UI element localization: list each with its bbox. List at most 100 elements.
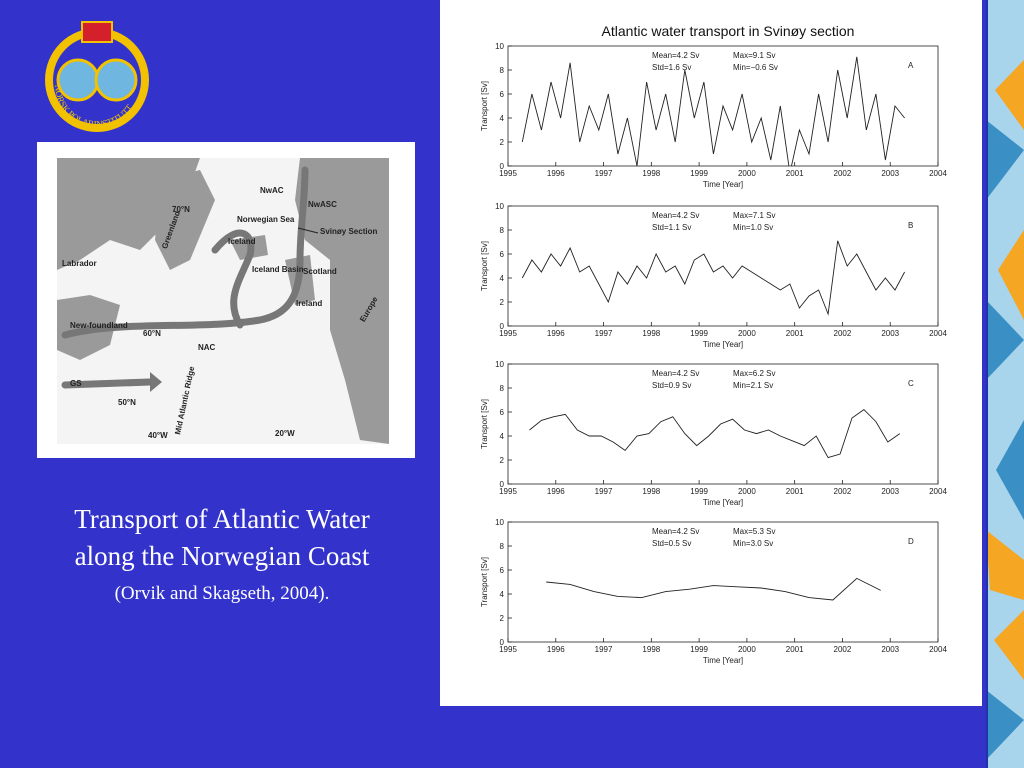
y-tick-label: 6: [500, 90, 505, 99]
panel-label: A: [908, 61, 914, 70]
map-label: 40°W: [148, 431, 168, 440]
caption-line: (Orvik and Skagseth, 2004).: [115, 583, 330, 604]
x-tick-label: 2002: [834, 169, 852, 178]
map-label: NwASC: [308, 200, 337, 209]
x-axis-label: Time [Year]: [703, 180, 743, 189]
series-line: [529, 409, 901, 459]
logo: NORSK POLARINSTITUTT: [45, 21, 149, 132]
stat-annotation: Mean=4.2 Sv: [652, 51, 699, 60]
y-tick-label: 10: [495, 42, 504, 51]
y-tick-label: 2: [500, 298, 505, 307]
y-tick-label: 4: [500, 432, 505, 441]
x-tick-label: 2000: [738, 169, 756, 178]
y-axis-label: Transport [Sv]: [480, 557, 489, 607]
x-tick-label: 1995: [499, 169, 517, 178]
x-tick-label: 1998: [642, 645, 660, 654]
y-tick-label: 10: [495, 518, 504, 527]
series-line: [521, 56, 905, 166]
map: NwAC NwASC Norwegian Sea Svinøy Section …: [37, 142, 415, 458]
map-label: Norwegian Sea: [237, 215, 295, 224]
x-tick-label: 2000: [738, 487, 756, 496]
map-label: 60°N: [143, 329, 161, 338]
x-tick-label: 2002: [834, 329, 852, 338]
plot-frame: [507, 521, 939, 643]
y-tick-label: 0: [500, 162, 505, 171]
map-label: Scotland: [303, 267, 337, 276]
panel-label: B: [908, 221, 913, 230]
x-axis-label: Time [Year]: [703, 656, 743, 665]
panel-label: D: [908, 537, 914, 546]
x-tick-label: 2000: [738, 329, 756, 338]
y-axis-label: Transport [Sv]: [480, 81, 489, 131]
series-line: [521, 240, 905, 316]
x-tick-label: 2003: [881, 329, 899, 338]
y-tick-label: 8: [500, 384, 505, 393]
x-tick-label: 2003: [881, 169, 899, 178]
map-label: 20°W: [275, 429, 295, 438]
y-tick-label: 10: [495, 360, 504, 369]
stat-annotation: Mean=4.2 Sv: [652, 369, 699, 378]
figure-panel: [440, 0, 982, 706]
stat-annotation: Min=−0.6 Sv: [733, 63, 778, 72]
x-tick-label: 1996: [547, 645, 565, 654]
x-tick-label: 1997: [595, 645, 613, 654]
map-label: New-foundland: [70, 321, 128, 330]
x-tick-label: 1996: [547, 487, 565, 496]
y-axis-label: Transport [Sv]: [480, 241, 489, 291]
map-label: NwAC: [260, 186, 284, 195]
map-label: Labrador: [62, 259, 97, 268]
x-tick-label: 2003: [881, 487, 899, 496]
x-tick-label: 1997: [595, 487, 613, 496]
y-tick-label: 2: [500, 614, 505, 623]
stat-annotation: Mean=4.2 Sv: [652, 527, 699, 536]
x-tick-label: 2001: [786, 487, 804, 496]
x-tick-label: 2003: [881, 645, 899, 654]
y-tick-label: 4: [500, 274, 505, 283]
x-tick-label: 1995: [499, 329, 517, 338]
y-tick-label: 6: [500, 408, 505, 417]
x-tick-label: 1998: [642, 329, 660, 338]
x-tick-label: 1995: [499, 645, 517, 654]
x-tick-label: 1999: [690, 645, 708, 654]
map-label: Ireland: [296, 299, 322, 308]
map-label: 50°N: [118, 398, 136, 407]
stat-annotation: Std=0.9 Sv: [652, 381, 691, 390]
y-tick-label: 10: [495, 202, 504, 211]
plot-frame: [507, 45, 939, 167]
x-tick-label: 2002: [834, 487, 852, 496]
x-tick-label: 2004: [929, 645, 947, 654]
plot-frame: [507, 363, 939, 485]
x-tick-label: 2001: [786, 169, 804, 178]
map-label: NAC: [198, 343, 216, 352]
y-tick-label: 0: [500, 638, 505, 647]
x-tick-label: 2001: [786, 645, 804, 654]
stat-annotation: Min=2.1 Sv: [733, 381, 773, 390]
x-axis-label: Time [Year]: [703, 340, 743, 349]
x-tick-label: 2004: [929, 169, 947, 178]
x-tick-label: 1996: [547, 329, 565, 338]
x-tick-label: 1997: [595, 329, 613, 338]
x-tick-label: 2004: [929, 329, 947, 338]
y-tick-label: 0: [500, 480, 505, 489]
stat-annotation: Std=0.5 Sv: [652, 539, 691, 548]
x-tick-label: 2002: [834, 645, 852, 654]
y-axis-label: Transport [Sv]: [480, 399, 489, 449]
y-tick-label: 4: [500, 114, 505, 123]
stat-annotation: Max=5.3 Sv: [733, 527, 775, 536]
caption-line: Transport of Atlantic Water: [74, 504, 370, 534]
map-label: Iceland Basin: [252, 265, 304, 274]
stat-annotation: Min=1.0 Sv: [733, 223, 773, 232]
y-tick-label: 6: [500, 250, 505, 259]
x-tick-label: 1997: [595, 169, 613, 178]
stat-annotation: Mean=4.2 Sv: [652, 211, 699, 220]
stat-annotation: Max=9.1 Sv: [733, 51, 775, 60]
y-tick-label: 2: [500, 138, 505, 147]
plot-frame: [507, 205, 939, 327]
x-tick-label: 1998: [642, 487, 660, 496]
x-tick-label: 2004: [929, 487, 947, 496]
x-tick-label: 1999: [690, 329, 708, 338]
map-label: Svinøy Section: [320, 227, 377, 236]
figure-title: Atlantic water transport in Svinøy secti…: [602, 23, 855, 39]
